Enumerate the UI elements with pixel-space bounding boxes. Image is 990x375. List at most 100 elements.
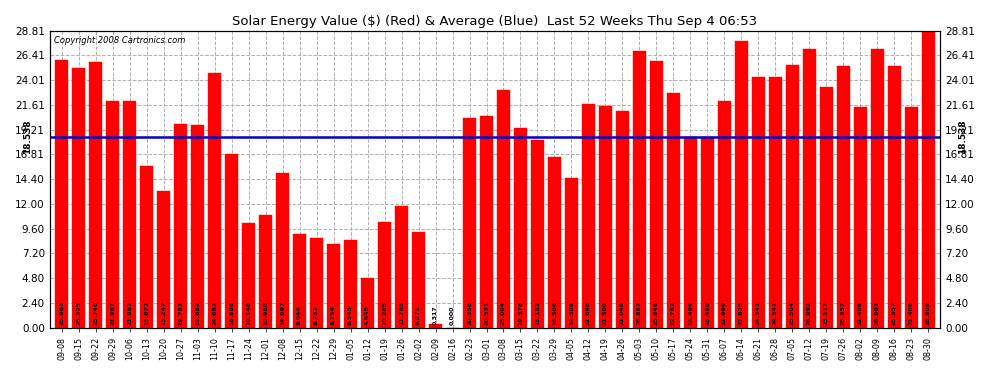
Text: 21.406: 21.406 — [858, 300, 863, 325]
Bar — [853, 107, 867, 328]
Bar — [582, 104, 595, 328]
Text: 27.825: 27.825 — [739, 300, 743, 325]
Text: 9.271: 9.271 — [416, 305, 421, 325]
Bar — [599, 106, 612, 328]
Bar — [174, 124, 187, 328]
Bar — [242, 223, 255, 328]
Bar — [208, 73, 222, 328]
Text: 26.862: 26.862 — [637, 300, 642, 325]
Bar — [344, 240, 357, 328]
Bar — [72, 68, 85, 328]
Text: 21.999: 21.999 — [722, 300, 727, 325]
Bar — [360, 278, 374, 328]
Text: 28.809: 28.809 — [926, 300, 931, 325]
Text: 21.962: 21.962 — [127, 300, 132, 325]
Text: 25.357: 25.357 — [841, 300, 845, 325]
Bar — [191, 125, 204, 328]
Bar — [497, 90, 510, 328]
Text: 25.846: 25.846 — [654, 300, 659, 325]
Bar — [293, 234, 306, 328]
Text: 14.506: 14.506 — [569, 300, 574, 325]
Text: 15.672: 15.672 — [145, 300, 149, 325]
Bar — [718, 101, 732, 328]
Text: 10.960: 10.960 — [263, 301, 268, 325]
Bar — [768, 76, 782, 328]
Text: 20.531: 20.531 — [484, 300, 489, 325]
Text: 26.992: 26.992 — [807, 300, 812, 325]
Text: 8.545: 8.545 — [348, 305, 353, 325]
Text: 21.698: 21.698 — [586, 300, 591, 325]
Text: 11.765: 11.765 — [399, 300, 404, 325]
Bar — [310, 238, 324, 328]
Text: 24.682: 24.682 — [212, 300, 217, 325]
Bar — [327, 244, 341, 328]
Text: Copyright 2008 Cartronics.com: Copyright 2008 Cartronics.com — [54, 36, 185, 45]
Text: 19.682: 19.682 — [195, 300, 200, 325]
Text: 4.845: 4.845 — [365, 305, 370, 325]
Bar — [649, 61, 663, 328]
Bar — [462, 118, 476, 328]
Bar — [666, 93, 680, 328]
Bar — [616, 111, 630, 328]
Bar — [225, 153, 239, 328]
Text: 25.504: 25.504 — [790, 300, 795, 325]
Bar — [89, 62, 102, 328]
Text: 25.963: 25.963 — [59, 300, 64, 325]
Bar — [156, 191, 170, 328]
Text: 16.506: 16.506 — [552, 300, 557, 325]
Bar — [276, 173, 289, 328]
Bar — [547, 158, 561, 328]
Text: 8.154: 8.154 — [331, 305, 336, 325]
Text: 24.341: 24.341 — [756, 300, 761, 325]
Text: 19.782: 19.782 — [178, 300, 183, 325]
Text: 18.538: 18.538 — [958, 119, 967, 154]
Bar — [888, 66, 901, 328]
Bar — [514, 128, 528, 328]
Text: 21.406: 21.406 — [909, 300, 914, 325]
Text: 23.317: 23.317 — [824, 300, 829, 325]
Text: 24.341: 24.341 — [773, 300, 778, 325]
Bar — [870, 49, 884, 328]
Bar — [905, 107, 918, 328]
Bar — [412, 232, 426, 328]
Bar — [54, 60, 68, 328]
Bar — [922, 31, 936, 328]
Bar — [258, 214, 272, 328]
Text: 18.182: 18.182 — [535, 300, 540, 325]
Text: 0.000: 0.000 — [450, 305, 455, 325]
Bar — [735, 41, 748, 328]
Bar — [378, 222, 391, 328]
Text: 26.992: 26.992 — [875, 300, 880, 325]
Title: Solar Energy Value ($) (Red) & Average (Blue)  Last 52 Weeks Thu Sep 4 06:53: Solar Energy Value ($) (Red) & Average (… — [233, 15, 757, 28]
Bar — [751, 76, 765, 328]
Bar — [429, 324, 443, 328]
Text: 13.247: 13.247 — [161, 300, 166, 325]
Bar — [106, 101, 120, 328]
Text: 14.997: 14.997 — [280, 300, 285, 325]
Text: 23.004: 23.004 — [501, 301, 506, 325]
Bar — [531, 140, 544, 328]
Text: 25.357: 25.357 — [892, 300, 897, 325]
Text: 19.378: 19.378 — [518, 300, 523, 325]
Bar — [480, 116, 493, 328]
Text: 25.225: 25.225 — [76, 300, 81, 325]
Text: 9.044: 9.044 — [297, 305, 302, 325]
Bar — [837, 66, 850, 328]
Text: 21.987: 21.987 — [110, 300, 115, 325]
Bar — [564, 178, 578, 328]
Text: 0.317: 0.317 — [433, 305, 438, 325]
Text: 22.762: 22.762 — [671, 300, 676, 325]
Bar — [123, 101, 137, 328]
Bar — [803, 49, 816, 328]
Text: 25.740: 25.740 — [93, 300, 98, 325]
Bar — [395, 206, 408, 328]
Bar — [786, 64, 799, 328]
Bar — [140, 166, 153, 328]
Bar — [820, 87, 834, 328]
Text: 18.490: 18.490 — [705, 300, 710, 325]
Text: 20.358: 20.358 — [467, 300, 472, 325]
Text: 8.731: 8.731 — [314, 305, 319, 325]
Bar — [701, 137, 714, 328]
Text: 16.886: 16.886 — [229, 300, 234, 325]
Text: 21.500: 21.500 — [603, 301, 608, 325]
